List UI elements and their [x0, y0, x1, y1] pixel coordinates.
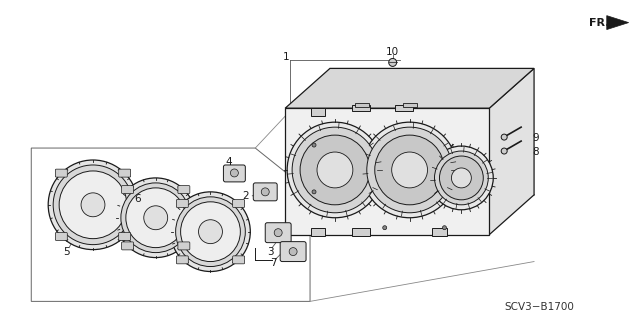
Circle shape — [383, 226, 387, 230]
Text: FR.: FR. — [589, 18, 609, 28]
Polygon shape — [285, 108, 489, 235]
Circle shape — [121, 183, 191, 253]
Circle shape — [292, 127, 378, 213]
FancyBboxPatch shape — [253, 183, 277, 201]
Circle shape — [53, 165, 133, 245]
Polygon shape — [352, 228, 370, 236]
FancyBboxPatch shape — [177, 200, 188, 207]
Circle shape — [362, 122, 458, 218]
Circle shape — [126, 188, 186, 248]
Polygon shape — [311, 108, 325, 116]
Circle shape — [287, 122, 383, 218]
Text: 5: 5 — [63, 247, 69, 256]
FancyBboxPatch shape — [122, 186, 134, 194]
Text: 10: 10 — [386, 48, 399, 57]
Circle shape — [144, 206, 168, 230]
Circle shape — [440, 156, 483, 200]
Polygon shape — [355, 103, 369, 107]
Circle shape — [388, 58, 397, 66]
Circle shape — [367, 127, 452, 213]
Polygon shape — [489, 68, 534, 235]
Circle shape — [81, 193, 105, 217]
Text: SCV3−B1700: SCV3−B1700 — [504, 302, 574, 312]
Circle shape — [501, 148, 507, 154]
Circle shape — [175, 197, 245, 267]
Circle shape — [274, 229, 282, 237]
Polygon shape — [395, 105, 413, 111]
Polygon shape — [431, 228, 447, 236]
Circle shape — [312, 190, 316, 194]
Circle shape — [48, 160, 138, 249]
Circle shape — [198, 220, 223, 244]
Circle shape — [261, 188, 269, 196]
Text: 1: 1 — [283, 52, 289, 63]
Polygon shape — [352, 105, 370, 111]
Circle shape — [501, 134, 507, 140]
Circle shape — [180, 202, 241, 262]
FancyBboxPatch shape — [118, 233, 131, 241]
Circle shape — [429, 146, 493, 210]
Text: 7: 7 — [270, 257, 276, 268]
Circle shape — [375, 135, 444, 205]
FancyBboxPatch shape — [122, 242, 134, 250]
FancyBboxPatch shape — [118, 169, 131, 177]
Circle shape — [59, 171, 127, 239]
Polygon shape — [285, 68, 534, 108]
Polygon shape — [403, 103, 417, 107]
Circle shape — [392, 152, 428, 188]
FancyBboxPatch shape — [55, 233, 67, 241]
FancyBboxPatch shape — [178, 186, 190, 194]
FancyBboxPatch shape — [177, 256, 188, 264]
Text: 3: 3 — [267, 247, 273, 256]
Circle shape — [435, 151, 488, 205]
Polygon shape — [607, 16, 628, 30]
Polygon shape — [311, 228, 325, 236]
Circle shape — [312, 143, 316, 147]
Circle shape — [451, 168, 471, 188]
FancyBboxPatch shape — [178, 242, 190, 250]
FancyBboxPatch shape — [223, 165, 245, 182]
Text: 9: 9 — [532, 133, 539, 143]
FancyBboxPatch shape — [280, 241, 306, 262]
Text: 2: 2 — [243, 191, 250, 201]
Text: 6: 6 — [134, 194, 141, 204]
FancyBboxPatch shape — [233, 200, 244, 207]
Text: 4: 4 — [225, 157, 232, 167]
FancyBboxPatch shape — [55, 169, 67, 177]
Circle shape — [442, 226, 447, 230]
Circle shape — [300, 135, 370, 205]
Text: 8: 8 — [532, 147, 539, 157]
FancyBboxPatch shape — [265, 223, 291, 243]
Circle shape — [230, 169, 238, 177]
Circle shape — [116, 178, 196, 257]
Circle shape — [171, 192, 250, 271]
Circle shape — [289, 248, 297, 256]
FancyBboxPatch shape — [233, 256, 244, 264]
Circle shape — [317, 152, 353, 188]
